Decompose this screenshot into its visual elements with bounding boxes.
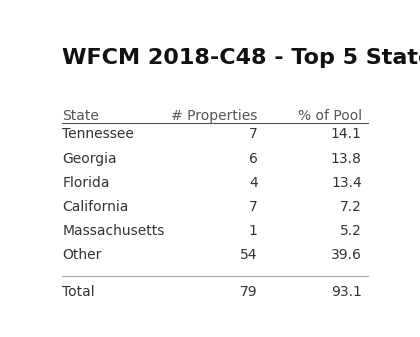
Text: 79: 79 <box>240 285 257 299</box>
Text: WFCM 2018-C48 - Top 5 States: WFCM 2018-C48 - Top 5 States <box>62 48 420 68</box>
Text: 14.1: 14.1 <box>331 127 362 141</box>
Text: % of Pool: % of Pool <box>298 109 362 123</box>
Text: Tennessee: Tennessee <box>62 127 134 141</box>
Text: # Properties: # Properties <box>171 109 257 123</box>
Text: 13.4: 13.4 <box>331 176 362 190</box>
Text: 4: 4 <box>249 176 257 190</box>
Text: Other: Other <box>62 248 102 262</box>
Text: 13.8: 13.8 <box>331 152 362 165</box>
Text: 39.6: 39.6 <box>331 248 362 262</box>
Text: 7.2: 7.2 <box>340 200 362 214</box>
Text: State: State <box>62 109 99 123</box>
Text: Georgia: Georgia <box>62 152 117 165</box>
Text: 6: 6 <box>249 152 257 165</box>
Text: 5.2: 5.2 <box>340 224 362 238</box>
Text: 7: 7 <box>249 200 257 214</box>
Text: Total: Total <box>62 285 95 299</box>
Text: 54: 54 <box>240 248 257 262</box>
Text: Florida: Florida <box>62 176 110 190</box>
Text: Massachusetts: Massachusetts <box>62 224 165 238</box>
Text: 93.1: 93.1 <box>331 285 362 299</box>
Text: 7: 7 <box>249 127 257 141</box>
Text: 1: 1 <box>249 224 257 238</box>
Text: California: California <box>62 200 129 214</box>
